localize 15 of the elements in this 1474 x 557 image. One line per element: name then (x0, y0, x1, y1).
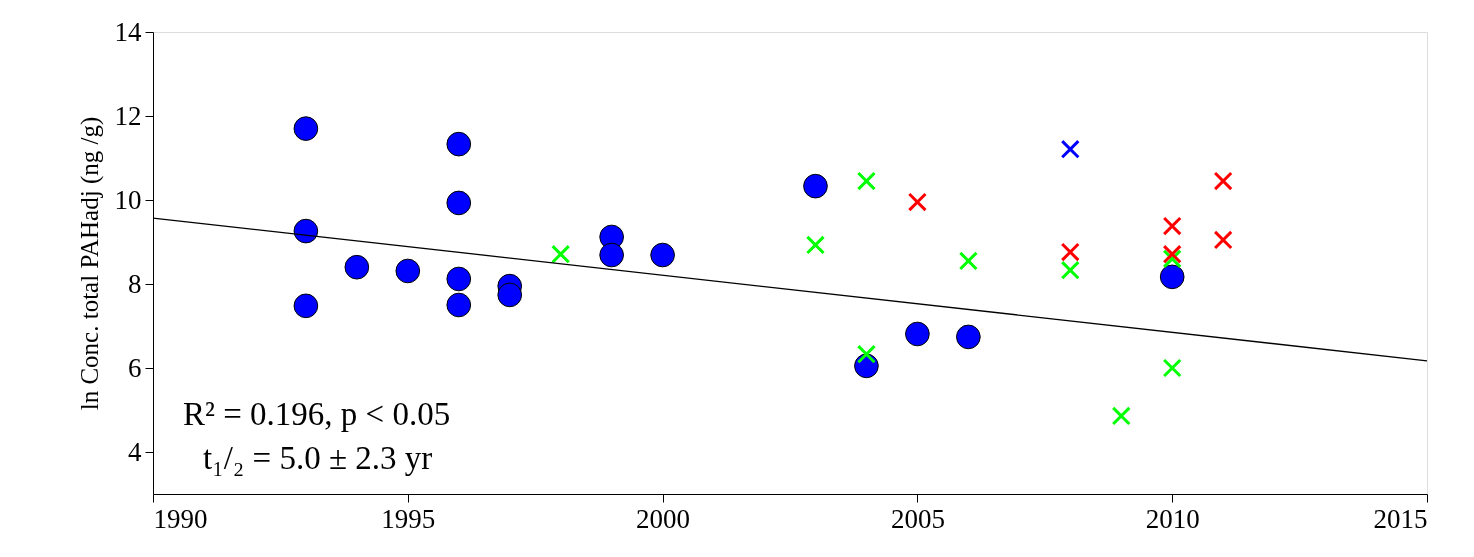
y-tick-label: 4 (128, 436, 142, 467)
x-tick-label: 2010 (1145, 503, 1200, 534)
annotation: t₁/₂ = 5.0 ± 2.3 yr (203, 440, 433, 476)
annotation: R² = 0.196, p < 0.05 (183, 396, 451, 432)
x-tick-label: 2015 (1373, 503, 1428, 534)
x-tick-label: 2000 (636, 503, 691, 534)
y-axis-title: ln Conc. total PAHadj (ng /g) (75, 116, 104, 411)
x-tick-label: 1990 (153, 503, 208, 534)
x-tick-label: 1995 (381, 503, 436, 534)
y-tick-label: 12 (114, 100, 142, 131)
x-tick-label: 2005 (890, 503, 945, 534)
y-tick-label: 8 (128, 268, 142, 299)
y-tick-label: 14 (114, 16, 142, 47)
y-tick-label: 6 (128, 352, 142, 383)
y-tick-label: 10 (114, 184, 142, 215)
